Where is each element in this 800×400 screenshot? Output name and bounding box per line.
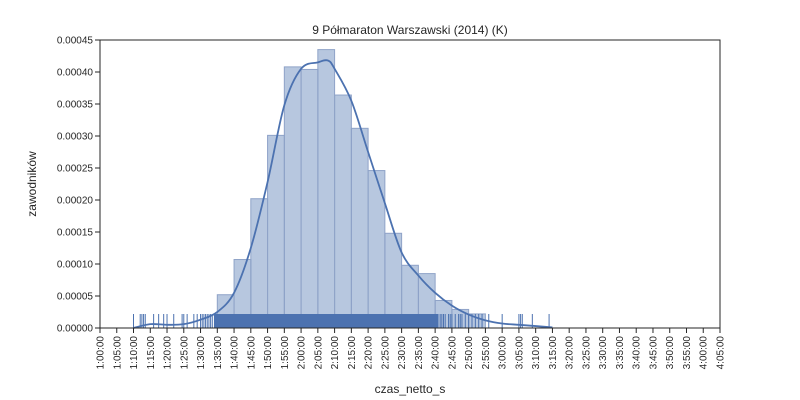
x-tick-label: 2:30:00 (397, 336, 408, 370)
y-axis: 0.00000 0.00005 0.00010 0.00015 0.00020 0.000… (57, 36, 100, 335)
x-tick-label: 4:00:00 (699, 336, 710, 370)
x-tick-label: 1:15:00 (146, 336, 157, 370)
y-tick-label: 0.00005 (57, 292, 94, 303)
histogram-bar (334, 94, 352, 329)
x-tick-label: 1:30:00 (196, 336, 207, 370)
histogram-bar (300, 68, 319, 329)
x-tick-label: 1:05:00 (112, 336, 123, 370)
x-tick-label: 1:45:00 (246, 336, 257, 370)
histogram-bar (317, 49, 336, 329)
x-tick-label: 3:50:00 (665, 336, 676, 370)
x-axis-label: czas_netto_s (375, 382, 446, 396)
x-tick-label: 3:20:00 (565, 336, 576, 370)
y-tick-label: 0.00010 (57, 260, 94, 271)
y-tick-label: 0.00030 (57, 132, 94, 143)
x-tick-label: 4:05:00 (716, 336, 727, 370)
x-tick-label: 3:45:00 (648, 336, 659, 370)
x-tick-label: 2:50:00 (464, 336, 475, 370)
x-tick-label: 2:00:00 (297, 336, 308, 370)
x-tick-label: 3:35:00 (615, 336, 626, 370)
x-tick-label: 1:50:00 (263, 336, 274, 370)
x-tick-label: 1:40:00 (230, 336, 241, 370)
x-tick-label: 2:35:00 (414, 336, 425, 370)
x-tick-label: 1:55:00 (280, 336, 291, 370)
y-tick-label: 0.00045 (57, 36, 94, 47)
x-tick-label: 2:45:00 (447, 336, 458, 370)
x-tick-label: 3:30:00 (598, 336, 609, 370)
x-tick-label: 1:25:00 (179, 336, 190, 370)
y-tick-label: 0.00025 (57, 164, 94, 175)
y-tick-label: 0.00000 (57, 324, 94, 335)
y-tick-label: 0.00020 (57, 196, 94, 207)
chart-title: 9 Półmaraton Warszawski (2014) (K) (312, 23, 508, 37)
x-tick-label: 3:00:00 (498, 336, 509, 370)
x-tick-label: 3:15:00 (548, 336, 559, 370)
y-tick-label: 0.00040 (57, 68, 94, 79)
x-tick-label: 3:05:00 (514, 336, 525, 370)
x-tick-label: 3:10:00 (531, 336, 542, 370)
histogram-bar (350, 127, 369, 329)
x-tick-label: 2:05:00 (313, 336, 324, 370)
x-tick-label: 2:20:00 (364, 336, 375, 370)
plot-area (133, 49, 553, 329)
x-tick-label: 2:55:00 (481, 336, 492, 370)
y-tick-label: 0.00035 (57, 100, 94, 111)
y-tick-label: 0.00015 (57, 228, 94, 239)
x-tick-label: 1:35:00 (213, 336, 224, 370)
x-tick-label: 2:15:00 (347, 336, 358, 370)
x-tick-label: 3:25:00 (581, 336, 592, 370)
histogram-bar (267, 134, 285, 329)
x-tick-label: 1:10:00 (129, 336, 140, 370)
kde-line (133, 59, 553, 329)
x-tick-label: 3:55:00 (682, 336, 693, 370)
histogram-bar (283, 66, 302, 329)
plot-frame (99, 39, 721, 329)
x-axis: 1:00:00 1:05:00 1:10:00 1:15:00 1:20:00 1:25:… (96, 328, 727, 369)
x-tick-label: 2:25:00 (380, 336, 391, 370)
x-tick-label: 2:10:00 (330, 336, 341, 370)
x-tick-label: 2:40:00 (431, 336, 442, 370)
y-axis-label: zawodników (25, 151, 39, 217)
x-tick-label: 3:40:00 (632, 336, 643, 370)
x-tick-label: 1:20:00 (163, 336, 174, 370)
x-tick-label: 1:00:00 (96, 336, 107, 370)
rug-dense-band (213, 314, 439, 328)
